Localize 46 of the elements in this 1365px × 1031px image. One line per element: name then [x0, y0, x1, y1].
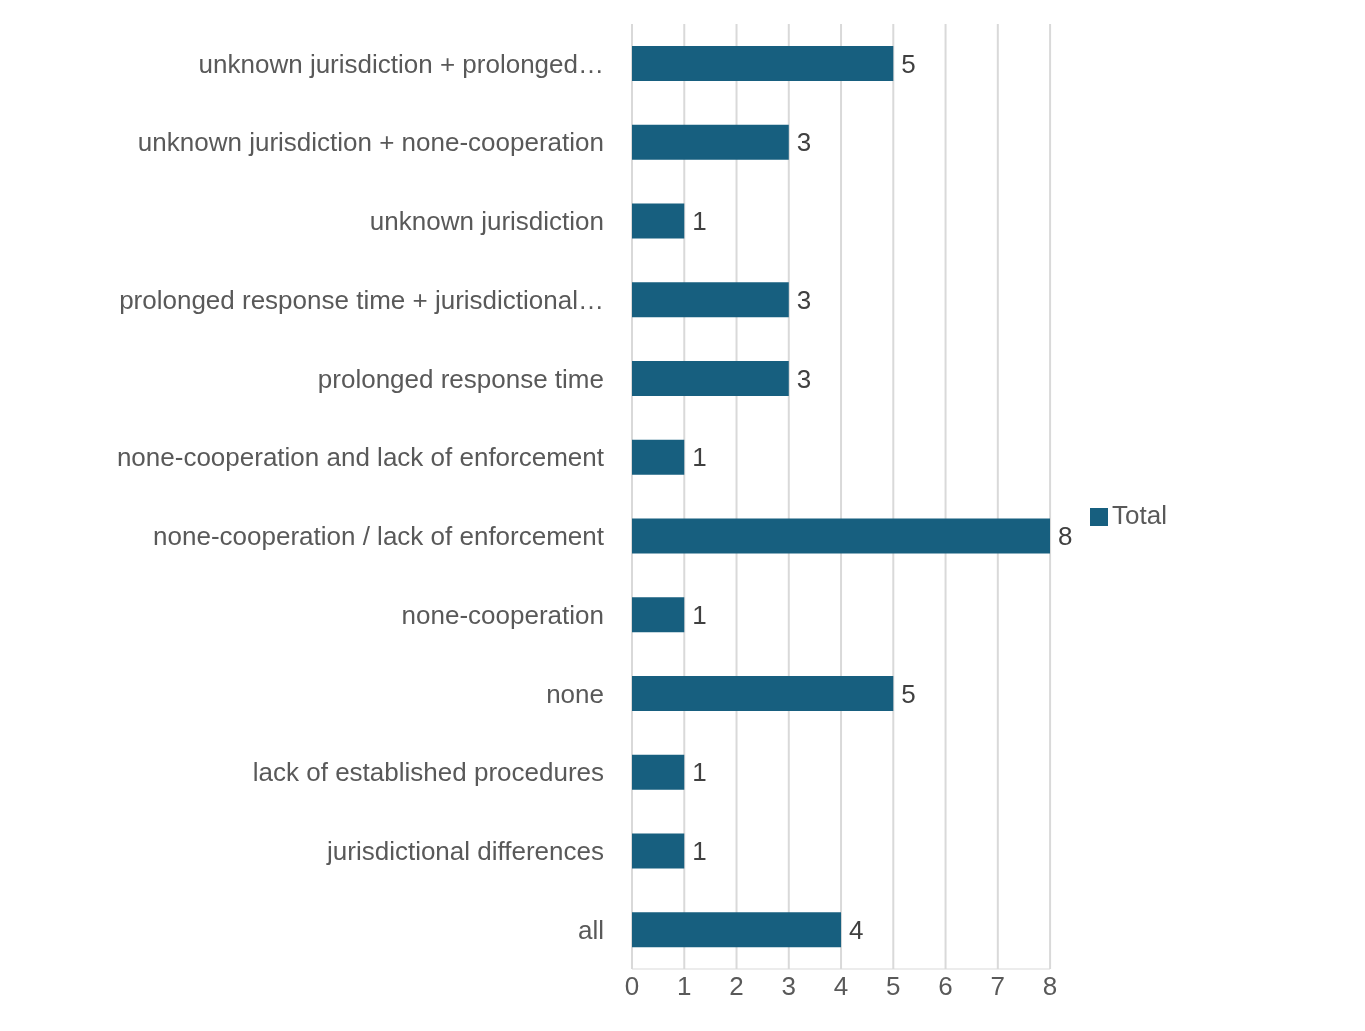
bar	[632, 439, 685, 475]
bar	[632, 597, 685, 633]
data-label: 3	[796, 127, 812, 158]
x-tick-label: 1	[677, 971, 692, 1002]
y-tick-label: none-cooperation	[401, 599, 604, 630]
bar	[632, 361, 789, 396]
y-tick-label: unknown jurisdiction	[369, 206, 604, 237]
bar	[632, 912, 842, 948]
data-label: 8	[1058, 521, 1073, 552]
data-label: 4	[849, 914, 864, 945]
data-label: 1	[692, 442, 707, 473]
data-label: 1	[692, 599, 707, 630]
y-tick-label: all	[577, 914, 604, 945]
y-tick-label: prolonged response time + jurisdictional…	[119, 284, 604, 315]
data-label: 1	[692, 206, 707, 237]
x-tick-label: 0	[624, 971, 640, 1002]
x-tick-label: 8	[1042, 971, 1058, 1002]
y-tick-label: lack of established procedures	[252, 757, 604, 788]
data-label: 3	[796, 363, 812, 394]
y-tick-label: none-cooperation and lack of enforcement	[116, 442, 605, 473]
bar	[632, 754, 685, 790]
bar	[632, 676, 894, 711]
y-tick-label: prolonged response time	[317, 363, 604, 394]
data-label: 1	[692, 836, 707, 867]
bar	[632, 46, 894, 81]
x-tick-label: 5	[886, 971, 901, 1002]
y-tick-label: unknown jurisdiction + prolonged…	[198, 48, 604, 79]
y-tick-label: none	[546, 678, 604, 709]
bar	[632, 203, 685, 239]
y-tick-label: none-cooperation / lack of enforcement	[153, 521, 605, 552]
y-tick-label: jurisdictional differences	[326, 836, 604, 867]
bar	[632, 124, 789, 160]
x-tick-label: 3	[781, 971, 797, 1002]
x-tick-label: 2	[729, 971, 744, 1002]
bar	[632, 282, 789, 318]
x-tick-label: 7	[990, 971, 1006, 1002]
data-label: 1	[692, 757, 707, 788]
y-tick-label: unknown jurisdiction + none-cooperation	[137, 127, 604, 158]
x-tick-label: 4	[833, 971, 849, 1002]
bar	[632, 518, 1051, 554]
data-label: 5	[901, 48, 916, 79]
data-label: 3	[796, 284, 812, 315]
legend-label: Total	[1112, 500, 1167, 530]
data-label: 5	[901, 678, 916, 709]
x-tick-label: 6	[938, 971, 953, 1002]
bar	[632, 833, 685, 869]
